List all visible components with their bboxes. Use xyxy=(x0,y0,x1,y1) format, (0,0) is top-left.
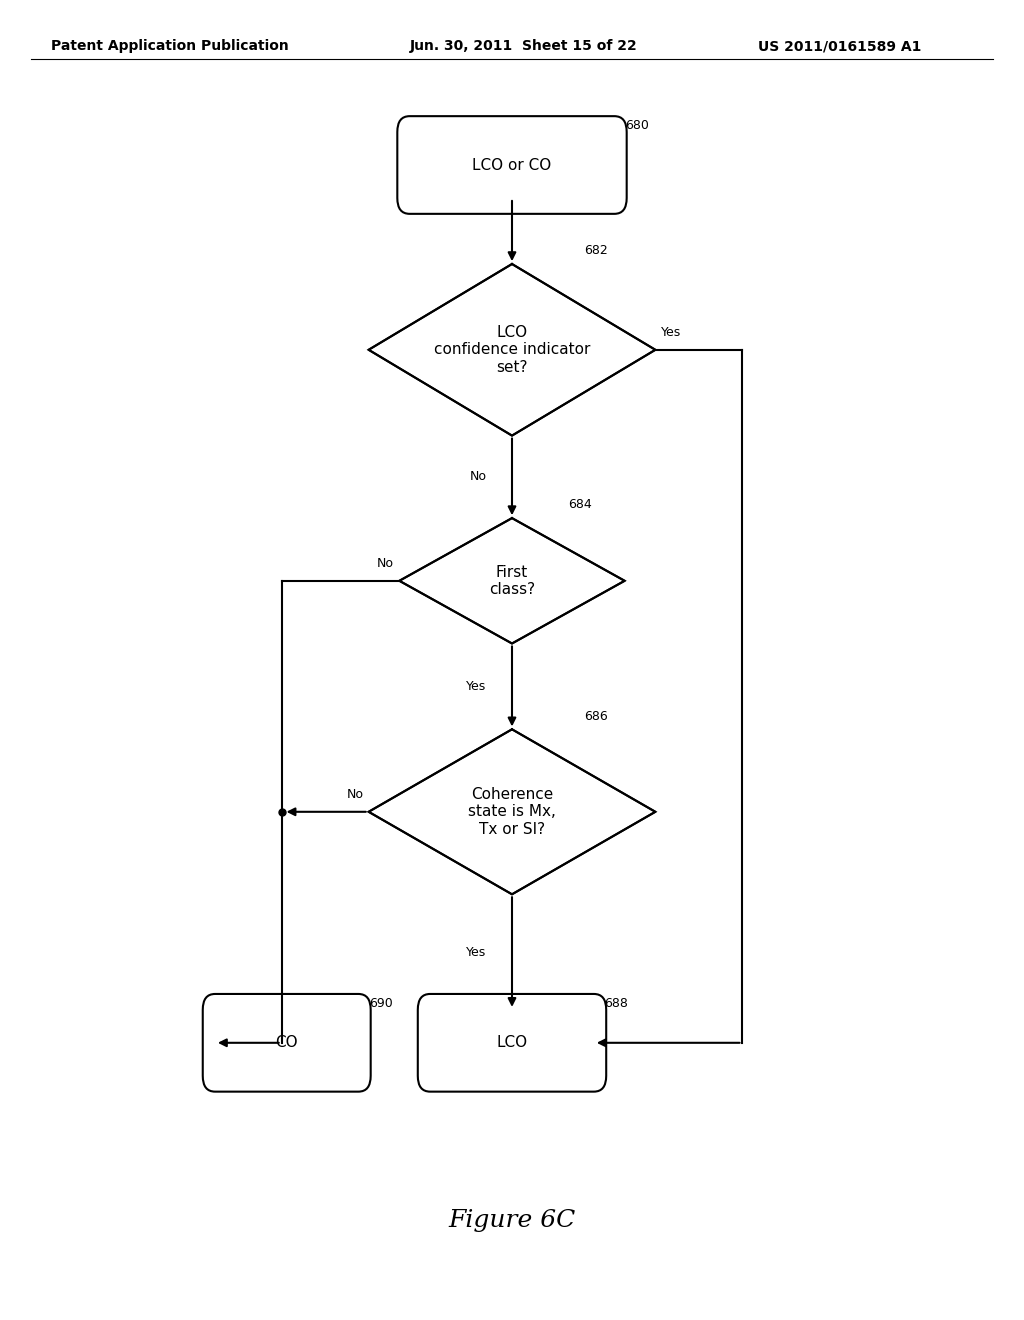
Text: 680: 680 xyxy=(625,119,648,132)
Polygon shape xyxy=(399,517,625,643)
Text: 690: 690 xyxy=(369,997,392,1010)
Text: CO: CO xyxy=(275,1035,298,1051)
Text: 688: 688 xyxy=(604,997,628,1010)
Text: Jun. 30, 2011  Sheet 15 of 22: Jun. 30, 2011 Sheet 15 of 22 xyxy=(410,40,637,53)
Polygon shape xyxy=(369,264,655,436)
Text: LCO
confidence indicator
set?: LCO confidence indicator set? xyxy=(434,325,590,375)
Text: Yes: Yes xyxy=(660,326,681,339)
Text: No: No xyxy=(346,788,364,801)
Polygon shape xyxy=(369,729,655,895)
Text: Yes: Yes xyxy=(466,945,486,958)
Text: Patent Application Publication: Patent Application Publication xyxy=(51,40,289,53)
Text: US 2011/0161589 A1: US 2011/0161589 A1 xyxy=(758,40,922,53)
Text: 682: 682 xyxy=(584,244,607,257)
Text: Yes: Yes xyxy=(466,680,486,693)
Text: LCO: LCO xyxy=(497,1035,527,1051)
Text: 686: 686 xyxy=(584,710,607,722)
Text: LCO or CO: LCO or CO xyxy=(472,157,552,173)
Text: No: No xyxy=(469,470,486,483)
FancyBboxPatch shape xyxy=(397,116,627,214)
Text: Figure 6C: Figure 6C xyxy=(449,1209,575,1233)
FancyBboxPatch shape xyxy=(203,994,371,1092)
FancyBboxPatch shape xyxy=(418,994,606,1092)
Text: First
class?: First class? xyxy=(488,565,536,597)
Text: 684: 684 xyxy=(568,499,592,511)
Text: Coherence
state is Mx,
Tx or SI?: Coherence state is Mx, Tx or SI? xyxy=(468,787,556,837)
Text: No: No xyxy=(377,557,394,570)
